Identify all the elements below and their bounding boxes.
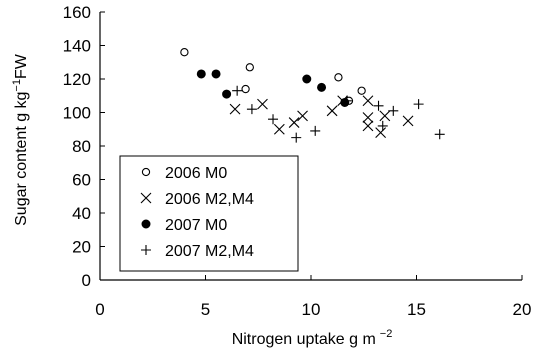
data-point-plus	[291, 132, 302, 143]
y-tick-label: 140	[63, 37, 91, 56]
data-point-plus	[388, 105, 399, 116]
data-point-plus	[341, 95, 352, 106]
legend-marker-x	[140, 192, 152, 204]
x-tick-label: 15	[407, 300, 426, 319]
legend: 2006 M0 2006 M2,M4 2007 M0 2007 M2,M4	[119, 155, 299, 272]
data-point-x	[288, 117, 300, 128]
data-point-plus	[310, 125, 321, 136]
y-tick-label: 120	[63, 70, 91, 89]
data-point-x	[297, 110, 308, 122]
legend-label: 2007 M0	[165, 217, 227, 234]
legend-marker-filled-circle	[141, 219, 151, 229]
x-tick-label: 0	[95, 300, 104, 319]
data-point-x	[273, 123, 285, 135]
data-point-open-circle	[334, 73, 343, 82]
x-tick-label: 20	[513, 300, 532, 319]
data-point-x	[375, 127, 387, 138]
x-axis-ticks: 0 5 10 15 20	[95, 275, 531, 319]
data-point-filled-circle	[222, 89, 232, 99]
data-point-plus	[413, 99, 424, 110]
data-point-x	[362, 112, 374, 123]
data-point-plus	[373, 100, 384, 111]
data-point-filled-circle	[340, 97, 350, 107]
legend-box	[119, 155, 299, 272]
data-point-plus	[268, 114, 279, 125]
data-point-plus	[377, 120, 388, 131]
data-point-x	[362, 120, 374, 132]
y-tick-label: 60	[72, 171, 91, 190]
y-tick-label: 40	[72, 204, 91, 223]
y-tick-label: 20	[72, 238, 91, 257]
y-axis-ticks: 0 20 40 60 80 100 120 140 160	[63, 3, 105, 290]
y-tick-label: 160	[63, 3, 91, 22]
data-point-plus	[246, 104, 257, 115]
data-points	[180, 48, 445, 143]
data-point-x	[379, 110, 391, 122]
legend-marker-open-circle	[141, 167, 151, 177]
data-point-filled-circle	[196, 69, 206, 79]
y-tick-label: 100	[63, 104, 91, 123]
y-axis-label: Sugar content g kg−1FW	[11, 53, 30, 226]
data-point-open-circle	[241, 84, 250, 94]
y-tick-label: 0	[82, 271, 91, 290]
x-tick-label: 10	[302, 300, 321, 319]
legend-marker-plus	[141, 245, 151, 255]
data-point-x	[257, 98, 268, 110]
legend-label: 2006 M0	[165, 165, 227, 182]
y-tick-label: 80	[72, 137, 91, 156]
data-point-x	[362, 95, 374, 107]
x-tick-label: 5	[201, 300, 210, 319]
data-point-open-circle	[357, 86, 366, 95]
data-point-open-circle	[245, 63, 254, 72]
data-point-plus	[232, 85, 243, 96]
data-point-open-circle	[180, 48, 189, 57]
data-point-x	[402, 115, 414, 127]
legend-label: 2006 M2,M4	[165, 191, 254, 208]
data-point-filled-circle	[211, 69, 221, 79]
legend-label: 2007 M2,M4	[165, 243, 254, 260]
x-axis-label: Nitrogen uptake g m −2	[232, 328, 393, 348]
data-point-filled-circle	[302, 74, 312, 84]
data-point-x	[229, 103, 241, 115]
data-point-filled-circle	[317, 82, 327, 92]
data-point-plus	[434, 129, 445, 140]
data-point-x	[326, 105, 338, 117]
